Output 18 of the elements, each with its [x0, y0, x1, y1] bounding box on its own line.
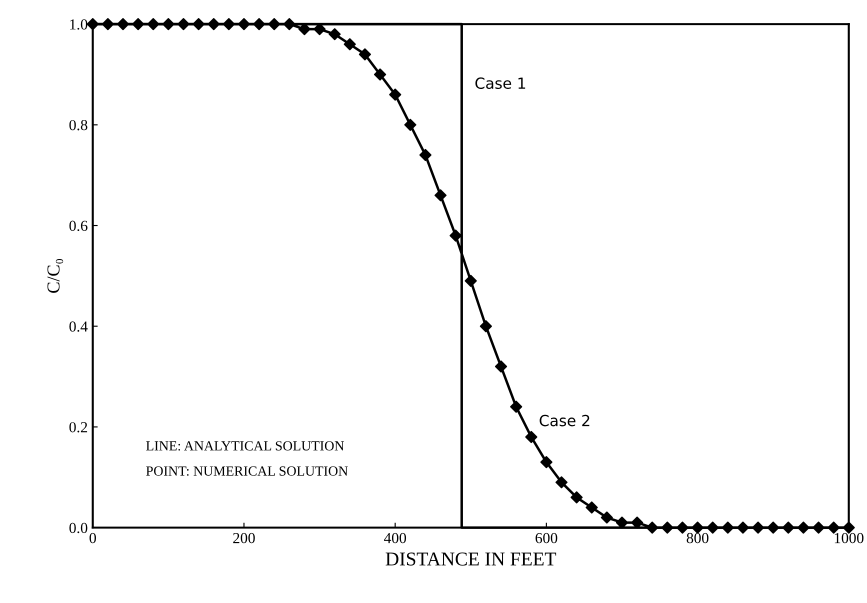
y-tick-label: 0.0 [69, 522, 88, 534]
x-tick-label: 600 [536, 532, 558, 544]
y-tick-label: 1.0 [70, 19, 88, 30]
x-tick-label: 400 [384, 532, 406, 544]
annotation: LINE: ANALYTICAL SOLUTION [146, 441, 344, 451]
x-tick-label: 0 [90, 532, 96, 544]
series-label: Case 1 [475, 77, 526, 89]
annotation: POINT: NUMERICAL SOLUTION [146, 466, 348, 476]
x-tick-label: 200 [233, 532, 255, 544]
y-tick-label: 0.6 [69, 220, 88, 232]
y-axis-title: C/C₀ [47, 259, 64, 293]
x-tick-label: 800 [686, 532, 708, 544]
y-tick-label: 0.2 [69, 422, 88, 432]
x-axis-title: DISTANCE IN FEET [386, 552, 556, 566]
series-label: Case 2 [540, 414, 590, 426]
y-tick-label: 0.8 [69, 120, 88, 130]
x-tick-label: 1000 [834, 532, 864, 544]
y-tick-label: 0.4 [69, 321, 88, 332]
